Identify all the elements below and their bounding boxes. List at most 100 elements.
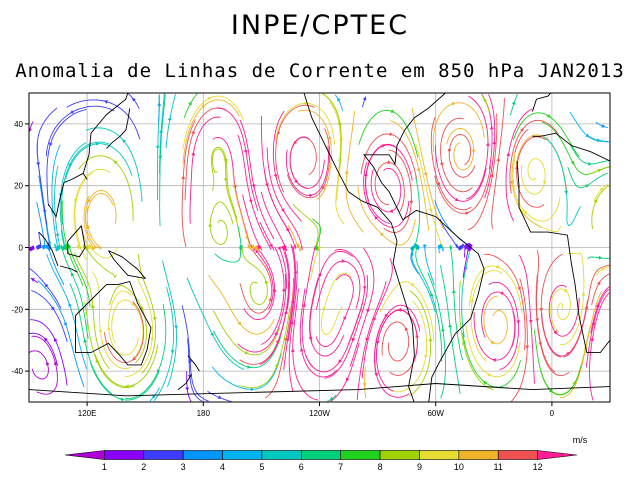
colorbar: 1 2 3 4 5 6 7 8 9 10 11 12m/s: [64, 435, 588, 472]
streamline-arrow: [362, 383, 367, 387]
streamline-arrow: [483, 98, 488, 102]
streamline: [301, 245, 316, 369]
streamline-arrow: [273, 174, 278, 178]
streamline-arrow: [86, 225, 90, 230]
streamline: [232, 172, 253, 252]
colorbar-label: 12: [533, 462, 543, 472]
streamline: [483, 295, 508, 345]
streamline: [239, 119, 275, 240]
streamline: [181, 119, 196, 248]
streamline-arrow: [362, 96, 367, 101]
colorbar-cell: [182, 450, 223, 460]
streamline-arrow: [317, 272, 322, 277]
streamline-arrow: [269, 243, 273, 248]
streamline-arrow: [303, 101, 307, 106]
streamline-arrow: [343, 316, 347, 321]
streamline-arrow: [73, 198, 78, 203]
streamline: [213, 330, 282, 369]
streamline-arrow: [264, 279, 269, 284]
streamline: [84, 190, 117, 249]
streamline: [330, 342, 360, 402]
streamline-arrow: [570, 160, 575, 165]
coastline: [303, 93, 485, 402]
streamline: [61, 141, 110, 225]
streamline-arrow: [409, 200, 414, 205]
colorbar-label: 1: [102, 462, 107, 472]
streamline-arrow: [293, 140, 298, 145]
lat-tick-label: 0: [19, 244, 24, 253]
streamline: [46, 108, 87, 207]
lon-tick-label: 0: [550, 409, 555, 418]
colorbar-cell: [301, 450, 341, 460]
colorbar-cell: [497, 450, 538, 460]
streamline-arrow: [439, 162, 444, 167]
streamline: [85, 127, 143, 202]
streamline-arrow: [506, 152, 511, 157]
streamline-arrow: [284, 337, 288, 341]
streamline-arrow: [245, 236, 249, 241]
streamline-arrow: [543, 180, 547, 185]
streamline-arrow: [152, 317, 157, 321]
streamline: [208, 275, 275, 335]
streamline-arrow: [376, 340, 380, 345]
streamline-arrow: [496, 157, 501, 162]
streamline-arrow: [338, 359, 342, 364]
streamline: [536, 250, 556, 373]
streamline-arrow: [389, 209, 394, 213]
streamline-arrow: [247, 365, 251, 369]
streamline: [512, 112, 580, 158]
streamline-arrow: [585, 184, 589, 188]
streamline-arrow: [48, 142, 53, 147]
streamline: [243, 245, 276, 321]
streamline-arrow: [520, 127, 524, 132]
streamline: [458, 281, 494, 391]
streamline-arrow: [188, 360, 192, 364]
streamline-arrow: [428, 208, 433, 213]
streamline: [309, 277, 345, 357]
streamline: [275, 104, 315, 193]
lon-tick-label: 60W: [427, 409, 444, 418]
streamline: [31, 335, 58, 395]
streamline: [488, 281, 519, 371]
streamline-arrow: [374, 372, 379, 377]
streamline-arrow: [390, 109, 395, 113]
streamline-arrow: [122, 139, 127, 144]
streamline-arrow: [486, 142, 490, 146]
streamline-arrow: [54, 337, 58, 342]
coastline: [106, 108, 131, 149]
coastline: [38, 231, 59, 267]
streamline-arrow: [282, 287, 286, 292]
streamline: [186, 371, 192, 402]
streamline: [334, 94, 344, 112]
streamline: [51, 144, 61, 250]
streamline-arrow: [451, 289, 456, 294]
streamline-arrow: [410, 252, 414, 256]
streamline-arrow: [321, 306, 326, 311]
colorbar-label: 6: [299, 462, 304, 472]
streamline-arrow: [328, 135, 332, 140]
streamline-arrow: [490, 173, 494, 177]
streamline-arrow: [46, 244, 51, 249]
streamline-arrow: [83, 246, 88, 251]
streamline-arrow: [280, 245, 285, 250]
streamline: [54, 165, 61, 250]
streamline: [211, 148, 241, 238]
streamline-arrow: [274, 363, 279, 367]
streamline: [512, 155, 561, 222]
streamline-arrow: [107, 326, 111, 331]
streamline-arrow: [593, 199, 598, 203]
streamline: [390, 120, 430, 231]
streamline: [548, 284, 580, 337]
streamline-arrow: [223, 178, 228, 182]
streamline: [361, 257, 393, 379]
streamline-arrow: [459, 245, 463, 250]
streamline: [516, 136, 546, 208]
streamline-arrow: [563, 289, 568, 293]
streamline: [211, 352, 282, 390]
streamline: [356, 281, 387, 400]
streamline-arrow: [44, 283, 49, 288]
streamline: [45, 105, 115, 157]
streamline-arrow: [447, 149, 452, 153]
streamline-arrow: [254, 247, 259, 252]
streamline-arrow: [389, 132, 394, 136]
